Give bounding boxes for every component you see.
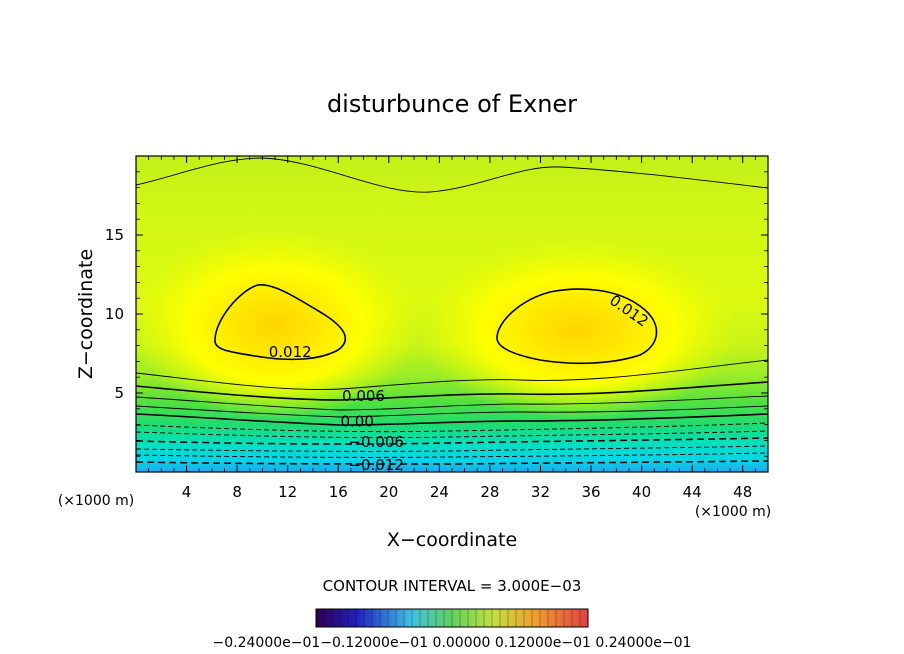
contour-interval-text: CONTOUR INTERVAL = 3.000E−03 xyxy=(323,577,582,595)
contour-line-0.012-left xyxy=(214,284,347,361)
contour-label-group: 0.00 xyxy=(340,412,373,430)
y-tick-label: 5 xyxy=(114,384,124,402)
colorbar-stripes xyxy=(323,609,581,627)
contour-label-group: 0.012 xyxy=(269,343,312,361)
x-tick-label: 12 xyxy=(278,483,297,501)
chart-title: disturbunce of Exner xyxy=(327,90,577,118)
contour-label: 0.00 xyxy=(340,412,373,430)
colorbar: −0.24000e−01−0.12000e−01 0.00000 0.12000… xyxy=(213,608,692,651)
y-tick-label: 15 xyxy=(105,226,124,244)
x-axis-label: X−coordinate xyxy=(387,529,517,551)
colorbar-tick-labels: −0.24000e−01−0.12000e−01 0.00000 0.12000… xyxy=(213,635,692,651)
right-maximum-region xyxy=(418,240,738,420)
contour-label-group: −0.012 xyxy=(348,456,404,474)
y-tick-label: 10 xyxy=(105,305,124,323)
contour-line-top xyxy=(136,157,768,193)
contour-line--0.012 xyxy=(136,460,768,465)
x-tick-label: 32 xyxy=(531,483,550,501)
contour-label: −0.006 xyxy=(348,433,404,451)
contour-line-neg-5 xyxy=(136,452,768,458)
y-unit-label: (×1000 m) xyxy=(58,493,134,509)
contour-line-0.00 xyxy=(136,413,768,426)
contour-label: 0.006 xyxy=(342,387,385,405)
x-tick-label: 24 xyxy=(430,483,449,501)
x-tick-label: 48 xyxy=(733,483,752,501)
contour-line-low-3 xyxy=(136,395,768,411)
x-tick-label: 16 xyxy=(329,483,348,501)
contour-line-low-4 xyxy=(136,405,768,418)
colorbar-fill xyxy=(315,608,589,628)
x-tick-label: 20 xyxy=(379,483,398,501)
x-tick-label: 4 xyxy=(182,483,192,501)
x-tick-label: 8 xyxy=(232,483,242,501)
contour-line-0.006 xyxy=(136,381,768,401)
contour-line-neg-1 xyxy=(136,422,768,433)
contour-line-neg-2 xyxy=(136,430,768,439)
contour-label-group: −0.006 xyxy=(348,433,404,451)
x-tick-label: 40 xyxy=(632,483,651,501)
contour-label: 0.012 xyxy=(269,343,312,361)
left-maximum-region xyxy=(136,230,420,420)
x-unit-label: (×1000 m) xyxy=(695,504,771,520)
x-tick-label: 44 xyxy=(683,483,702,501)
x-tick-label: 28 xyxy=(480,483,499,501)
contour-line-low-1 xyxy=(136,359,768,390)
y-axis-label: Z−coordinate xyxy=(75,249,97,379)
contour-line-0.012-right xyxy=(496,288,658,365)
x-tick-label: 36 xyxy=(581,483,600,501)
contour-line-neg-4 xyxy=(136,445,768,452)
contour-label-group: 0.006 xyxy=(342,387,385,405)
plot-field xyxy=(136,156,768,472)
contour-label: −0.012 xyxy=(348,456,404,474)
contour-line--0.006 xyxy=(136,437,768,445)
